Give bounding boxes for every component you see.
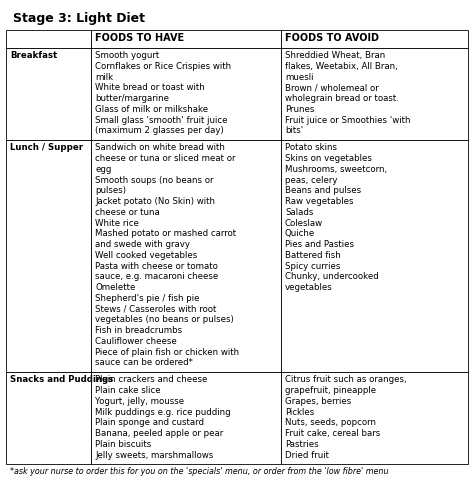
Bar <box>6 141 91 372</box>
Bar <box>6 48 91 141</box>
Bar <box>281 141 468 372</box>
Bar <box>6 372 91 464</box>
Text: Breakfast: Breakfast <box>10 51 57 60</box>
Text: Lunch / Supper: Lunch / Supper <box>10 143 83 152</box>
Bar <box>91 372 281 464</box>
Text: Stage 3: Light Diet: Stage 3: Light Diet <box>13 12 145 25</box>
Text: FOODS TO HAVE: FOODS TO HAVE <box>95 33 184 43</box>
Text: Snacks and Puddings: Snacks and Puddings <box>10 375 113 385</box>
Bar <box>6 30 91 48</box>
Text: *ask your nurse to order this for you on the 'specials' menu, or order from the : *ask your nurse to order this for you on… <box>10 467 389 476</box>
Text: Sandwich on white bread with
cheese or tuna or sliced meat or
egg
Smooth soups (: Sandwich on white bread with cheese or t… <box>95 143 239 367</box>
Text: Plain crackers and cheese
Plain cake slice
Yogurt, jelly, mousse
Milk puddings e: Plain crackers and cheese Plain cake sli… <box>95 375 231 459</box>
Bar <box>281 372 468 464</box>
Text: Citrus fruit such as oranges,
grapefruit, pineapple
Grapes, berries
Pickles
Nuts: Citrus fruit such as oranges, grapefruit… <box>285 375 407 459</box>
Bar <box>281 48 468 141</box>
Bar <box>281 30 468 48</box>
Text: FOODS TO AVOID: FOODS TO AVOID <box>285 33 379 43</box>
Text: Potato skins
Skins on vegetables
Mushrooms, sweetcorn,
peas, celery
Beans and pu: Potato skins Skins on vegetables Mushroo… <box>285 143 387 292</box>
Bar <box>91 30 281 48</box>
Text: Smooth yogurt
Cornflakes or Rice Crispies with
milk
White bread or toast with
bu: Smooth yogurt Cornflakes or Rice Crispie… <box>95 51 232 136</box>
Bar <box>91 141 281 372</box>
Text: Shreddied Wheat, Bran
flakes, Weetabix, All Bran,
muesli
Brown / wholemeal or
wh: Shreddied Wheat, Bran flakes, Weetabix, … <box>285 51 410 136</box>
Bar <box>91 48 281 141</box>
